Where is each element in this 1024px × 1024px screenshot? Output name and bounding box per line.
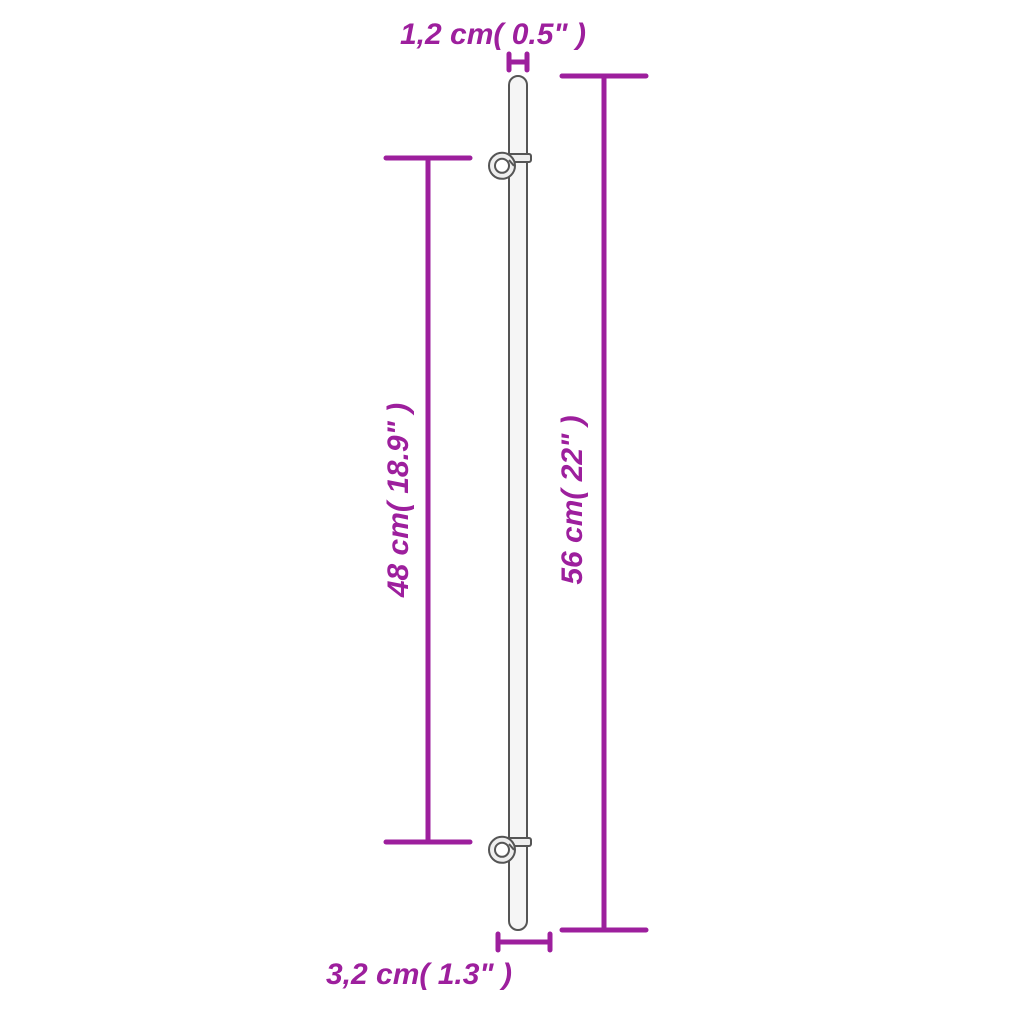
- dimensions.top_width.label: 1,2 cm( 0.5" ): [400, 18, 586, 51]
- dimensions.bottom_depth.label: 3,2 cm( 1.3" ): [326, 958, 512, 991]
- dim-top-width: [509, 54, 527, 70]
- dim-bottom-depth: [498, 934, 550, 950]
- dimensions.left_height.label: 48 cm( 18.9" ): [382, 403, 415, 598]
- handle-bar: [509, 76, 527, 930]
- dimensions.right_height.label: 56 cm( 22" ): [556, 415, 589, 584]
